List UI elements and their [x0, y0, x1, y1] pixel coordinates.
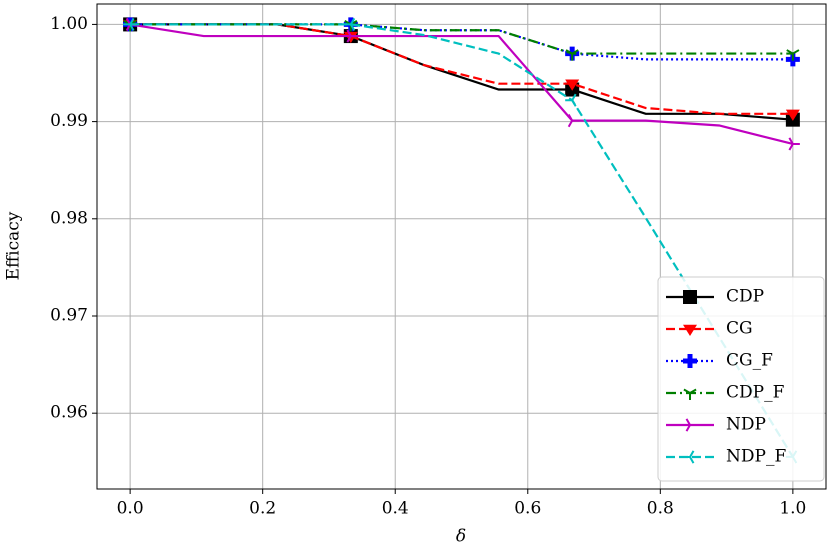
- marker: [685, 418, 697, 432]
- legend-label: CG_F: [726, 351, 773, 371]
- legend: CDP CG CG_F CDP_F NDP NDP_F: [657, 276, 825, 482]
- x-tick-label: 0.8: [647, 499, 674, 519]
- y-tick-label: 1.00: [50, 14, 88, 34]
- series-line: [130, 23, 793, 121]
- legend-label: NDP_F: [726, 447, 786, 467]
- x-tick-label: 0.6: [514, 499, 541, 519]
- marker: [565, 79, 580, 91]
- series-line: [130, 23, 793, 115]
- x-axis-label: δ: [456, 527, 466, 547]
- marker: [565, 49, 579, 61]
- marker: [788, 137, 800, 151]
- x-tick-label: 0.2: [249, 499, 276, 519]
- marker: [123, 17, 135, 31]
- series-line: [130, 23, 793, 55]
- marker: [346, 29, 358, 43]
- marker: [683, 290, 697, 304]
- marker: [785, 109, 800, 121]
- legend-label: CDP_F: [726, 383, 785, 403]
- marker: [683, 450, 695, 464]
- marker: [786, 49, 800, 61]
- series-line: [129, 23, 794, 146]
- marker: [683, 388, 697, 400]
- y-axis-label: Efficacy: [4, 211, 24, 280]
- y-tick-label: 0.99: [50, 111, 88, 131]
- x-tick-label: 0.0: [117, 499, 144, 519]
- x-tick-label: 0.4: [382, 499, 409, 519]
- marker: [683, 354, 697, 368]
- marker: [683, 324, 697, 336]
- y-tick-label: 0.98: [50, 208, 88, 228]
- marker: [565, 93, 577, 107]
- marker: [567, 114, 580, 128]
- axes-frame: [96, 3, 827, 490]
- y-tick-label: 0.96: [50, 403, 88, 423]
- x-tick-label: 1.0: [779, 499, 806, 519]
- legend-label: CDP: [726, 287, 764, 307]
- y-tick-label: 0.97: [50, 305, 88, 325]
- marker: [343, 17, 356, 31]
- legend-label: NDP: [726, 415, 766, 435]
- legend-label: CG: [726, 319, 753, 339]
